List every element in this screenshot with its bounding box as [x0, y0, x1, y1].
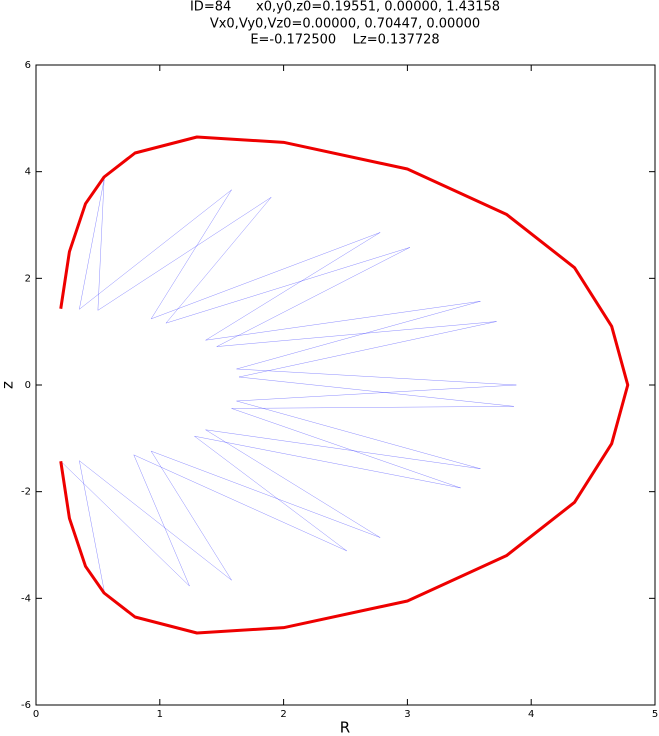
orbit-line — [60, 179, 517, 591]
plot-area — [35, 64, 656, 706]
x-tick-label: 1 — [157, 709, 163, 720]
y-tick-label: -6 — [21, 700, 31, 711]
chart-title: Vx0,Vy0,Vz0=0.00000, 0.70447, 0.00000 — [210, 17, 480, 32]
orbit-line — [59, 135, 630, 635]
chart-title: E=-0.172500 Lz=0.137728 — [250, 33, 439, 48]
chart-title: ID=84 x0,y0,z0=0.19551, 0.00000, 1.43158 — [190, 0, 500, 15]
x-tick-label: 2 — [280, 709, 286, 720]
x-tick-label: 0 — [33, 709, 39, 720]
x-axis-label: R — [340, 719, 350, 736]
y-axis-label: z — [0, 381, 17, 389]
x-tick-label: 5 — [652, 709, 658, 720]
y-tick-label: 4 — [25, 167, 31, 178]
y-tick-label: 0 — [25, 380, 31, 391]
x-tick-label: 3 — [404, 709, 410, 720]
y-tick-label: 2 — [25, 273, 31, 284]
y-tick-label: -2 — [21, 487, 31, 498]
y-tick-label: 6 — [25, 60, 31, 71]
y-tick-label: -4 — [21, 593, 31, 604]
x-tick-label: 4 — [528, 709, 534, 720]
